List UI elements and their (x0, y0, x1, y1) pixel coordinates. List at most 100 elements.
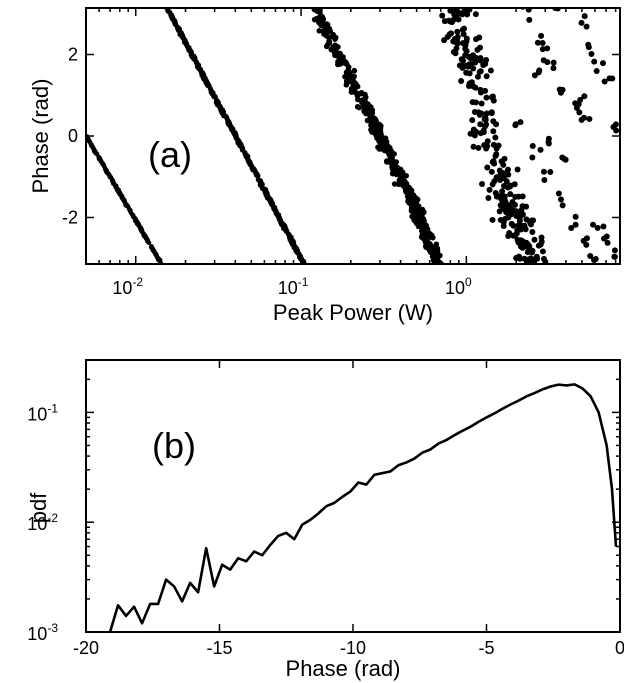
scatter-point (535, 242, 542, 249)
scatter-point (516, 217, 523, 224)
scatter-point (523, 216, 530, 223)
scatter-point (601, 235, 608, 242)
scatter-point (244, 154, 250, 160)
scatter-point (469, 117, 476, 124)
scatter-point (535, 69, 542, 76)
scatter-point (439, 12, 446, 19)
x-tick-label: 10-1 (278, 275, 309, 298)
x-axis-label: Phase (rad) (286, 656, 401, 681)
scatter-point (263, 191, 269, 197)
scatter-point (504, 166, 511, 173)
scatter-point (500, 222, 507, 229)
scatter-point (540, 168, 547, 175)
scatter-point (490, 128, 497, 135)
scatter-point (476, 34, 483, 41)
scatter-point (94, 151, 99, 156)
scatter-point (513, 208, 520, 215)
y-axis-label: Phase (rad) (28, 79, 53, 194)
scatter-point (454, 40, 461, 47)
scatter-point (519, 244, 526, 251)
scatter-point (487, 67, 494, 74)
scatter-point (138, 227, 143, 232)
scatter-point (476, 111, 483, 118)
scatter-point (356, 104, 363, 111)
scatter-point (375, 123, 381, 130)
scatter-point (587, 252, 594, 259)
scatter-point (459, 26, 466, 33)
scatter-point (332, 42, 338, 49)
scatter-point (422, 243, 429, 249)
scatter-point (540, 255, 547, 262)
scatter-point (469, 55, 476, 62)
panel-b-plot-area (86, 360, 620, 632)
scatter-point (470, 126, 477, 133)
scatter-point (441, 18, 448, 25)
scatter-point (534, 39, 541, 46)
scatter-point (368, 126, 374, 133)
scatter-point (495, 142, 502, 149)
scatter-point (441, 37, 448, 44)
scatter-point (514, 227, 521, 234)
scatter-point (527, 255, 534, 262)
scatter-point (311, 8, 318, 13)
scatter-point (128, 208, 133, 213)
scatter-point (199, 72, 205, 78)
scatter-point (412, 202, 418, 209)
scatter-point (474, 73, 481, 80)
scatter-point (343, 82, 350, 88)
scatter-point (116, 190, 122, 196)
scatter-point (539, 40, 546, 47)
scatter-point (248, 163, 255, 169)
scatter-point (490, 118, 497, 125)
scatter-point (354, 96, 361, 103)
scatter-point (320, 16, 326, 22)
scatter-point (511, 201, 518, 208)
y-tick-label: 10-3 (27, 621, 58, 644)
scatter-point (130, 213, 136, 219)
scatter-point (529, 249, 536, 256)
scatter-point (531, 236, 538, 243)
scatter-point (590, 221, 597, 228)
scatter-point (525, 8, 532, 13)
scatter-point (292, 243, 298, 249)
scatter-point (593, 68, 600, 75)
scatter-point (463, 38, 470, 45)
scatter-point (135, 221, 141, 226)
scatter-point (559, 154, 566, 161)
scatter-point (322, 26, 329, 32)
scatter-point (573, 104, 580, 111)
scatter-point (514, 166, 521, 173)
scatter-point (414, 196, 421, 203)
scatter-point (426, 230, 433, 237)
scatter-point (380, 139, 387, 146)
scatter-point (477, 57, 484, 64)
scatter-point (170, 15, 176, 21)
scatter-point (507, 191, 514, 198)
scatter-point (253, 172, 260, 178)
scatter-point (550, 59, 557, 66)
y-tick-label: 0 (68, 126, 78, 146)
scatter-point (150, 247, 156, 253)
scatter-point (483, 94, 490, 101)
scatter-point (429, 234, 436, 241)
scatter-point (524, 249, 531, 256)
scatter-point (391, 181, 398, 187)
scatter-point (221, 112, 227, 118)
scatter-point (540, 57, 547, 64)
scatter-point (393, 159, 400, 165)
scatter-point (545, 138, 552, 145)
scatter-point (173, 22, 179, 28)
scatter-point (558, 196, 565, 203)
scatter-point (194, 61, 200, 67)
scatter-point (533, 253, 540, 260)
scatter-point (345, 76, 351, 83)
scatter-point (157, 259, 163, 264)
scatter-point (456, 10, 463, 17)
scatter-point (516, 255, 523, 262)
scatter-point (529, 143, 536, 150)
scatter-point (211, 93, 217, 99)
scatter-point (323, 33, 330, 39)
scatter-point (432, 247, 438, 254)
scatter-point (413, 209, 419, 215)
